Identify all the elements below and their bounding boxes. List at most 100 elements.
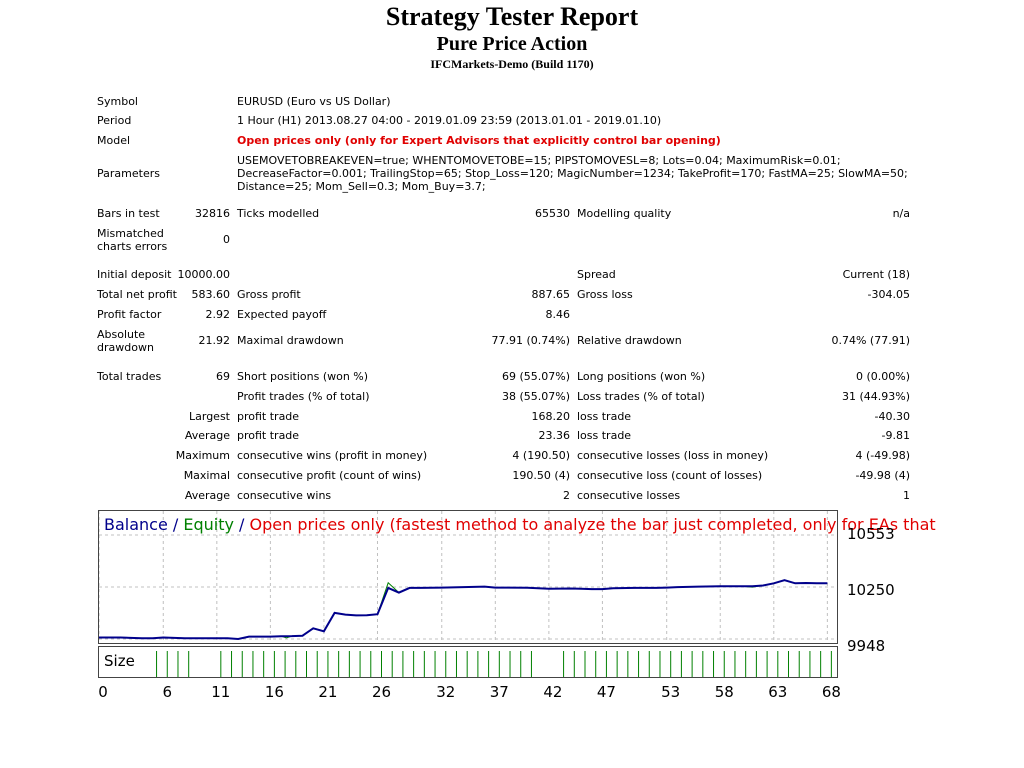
maximal-cons-loss-label: consecutive loss (count of losses)	[577, 469, 763, 482]
report-title: Strategy Tester Report	[385, 2, 639, 31]
x-tick-label: 63	[768, 683, 788, 701]
loss-trades-label: Loss trades (% of total)	[577, 390, 705, 403]
profit-trades-value: 38 (55.07%)	[501, 390, 570, 403]
report-subtitle: Pure Price Action	[436, 33, 588, 55]
quality-value: n/a	[892, 207, 910, 220]
legend-separator: /	[233, 515, 250, 534]
grossloss-value: -304.05	[867, 288, 910, 301]
symbol-label: Symbol	[97, 95, 138, 108]
x-tick-label: 16	[264, 683, 284, 701]
x-tick-label: 53	[661, 683, 681, 701]
period-label: Period	[97, 114, 132, 127]
x-tick-label: 68	[821, 683, 841, 701]
report-build: IFCMarkets-Demo (Build 1170)	[430, 57, 594, 71]
maximal-cons-profit-label: consecutive profit (count of wins)	[237, 469, 422, 482]
trades-label: Total trades	[97, 370, 162, 383]
max-cons-losses-label: consecutive losses (loss in money)	[577, 449, 769, 462]
max-cons-losses-value: 4 (-49.98)	[855, 449, 910, 462]
pf-value: 2.92	[205, 308, 231, 321]
payoff-value: 8.46	[545, 308, 571, 321]
x-tick-label: 37	[489, 683, 509, 701]
deposit-label: Initial deposit	[97, 268, 172, 281]
absdd-label-2: drawdown	[97, 341, 154, 354]
maxdd-value: 77.91 (0.74%)	[491, 334, 570, 347]
trades-value: 69	[216, 370, 230, 383]
deposit-value: 10000.00	[177, 268, 231, 281]
ticks-label: Ticks modelled	[237, 207, 320, 220]
absdd-value: 21.92	[198, 334, 231, 347]
loss-trades-value: 31 (44.93%)	[841, 390, 910, 403]
maximal-cons-loss-value: -49.98 (4)	[855, 469, 910, 482]
model-label: Model	[97, 134, 131, 147]
short-value: 69 (55.07%)	[501, 370, 570, 383]
short-label: Short positions (won %)	[237, 370, 369, 383]
spread-value: Current (18)	[842, 268, 910, 281]
avg-cons-losses-value: 1	[903, 489, 910, 502]
maximal-label: Maximal	[183, 469, 230, 482]
legend-equity: Equity	[183, 515, 234, 534]
chart-legend: Balance / Equity / Open prices only (fas…	[104, 515, 936, 534]
model-value: Open prices only (only for Expert Adviso…	[237, 134, 721, 147]
x-tick-label: 6	[162, 683, 173, 701]
average-cons-label: Average	[184, 489, 230, 502]
average-loss-label: loss trade	[577, 429, 632, 442]
x-tick-label: 0	[98, 683, 108, 701]
largest-label: Largest	[189, 410, 230, 423]
largest-loss-value: -40.30	[874, 410, 910, 423]
y-tick-label: 10553	[847, 525, 895, 543]
legend-separator: /	[167, 515, 184, 534]
long-label: Long positions (won %)	[577, 370, 706, 383]
bars-label: Bars in test	[97, 207, 160, 220]
maxdd-label: Maximal drawdown	[237, 334, 344, 347]
largest-loss-label: loss trade	[577, 410, 632, 423]
grossprofit-value: 887.65	[531, 288, 571, 301]
long-value: 0 (0.00%)	[855, 370, 910, 383]
largest-profit-value: 168.20	[531, 410, 571, 423]
reldd-value: 0.74% (77.91)	[831, 334, 910, 347]
avg-cons-wins-label: consecutive wins	[237, 489, 332, 502]
avg-cons-wins-value: 2	[563, 489, 570, 502]
x-tick-label: 11	[211, 683, 231, 701]
ticks-value: 65530	[535, 207, 570, 220]
x-tick-label: 47	[596, 683, 616, 701]
size-chart-plot	[156, 651, 832, 677]
size-label: Size	[104, 652, 135, 670]
x-tick-label: 42	[543, 683, 563, 701]
largest-profit-label: profit trade	[237, 410, 300, 423]
spread-label: Spread	[577, 268, 616, 281]
parameters-label: Parameters	[97, 167, 160, 180]
legend-balance: Balance	[104, 515, 168, 534]
quality-label: Modelling quality	[577, 207, 672, 220]
grossloss-label: Gross loss	[577, 288, 633, 301]
maximal-cons-profit-value: 190.50 (4)	[512, 469, 570, 482]
max-cons-wins-value: 4 (190.50)	[512, 449, 570, 462]
period-value: 1 Hour (H1) 2013.08.27 04:00 - 2019.01.0…	[237, 114, 662, 127]
mismatch-label: Mismatched	[97, 227, 164, 240]
x-tick-label: 32	[436, 683, 456, 701]
bars-value: 32816	[195, 207, 230, 220]
netprofit-label: Total net profit	[97, 288, 177, 301]
balance-line	[99, 579, 828, 641]
y-tick-label: 10250	[847, 581, 895, 599]
mismatch-value: 0	[223, 233, 230, 246]
avg-cons-losses-label: consecutive losses	[577, 489, 681, 502]
x-tick-label: 58	[714, 683, 734, 701]
y-tick-label: 9948	[847, 637, 886, 655]
average-profit-value: 23.36	[538, 429, 571, 442]
profit-trades-label: Profit trades (% of total)	[237, 390, 370, 403]
pf-label: Profit factor	[97, 308, 162, 321]
equity-line	[99, 581, 774, 640]
average-loss-value: -9.81	[881, 429, 910, 442]
symbol-value: EURUSD (Euro vs US Dollar)	[237, 95, 391, 108]
x-tick-label: 26	[371, 683, 392, 701]
parameters-value: USEMOVETOBREAKEVEN=true; WHENTOMOVETOBE=…	[237, 154, 908, 193]
balance-chart-plot	[99, 511, 837, 643]
x-tick-label: 21	[318, 683, 338, 701]
max-cons-wins-label: consecutive wins (profit in money)	[237, 449, 428, 462]
mismatch-label-2: charts errors	[97, 240, 168, 253]
size-chart: Size	[98, 646, 838, 678]
payoff-label: Expected payoff	[237, 308, 327, 321]
average-label: Average	[184, 429, 230, 442]
maximum-label: Maximum	[175, 449, 230, 462]
grossprofit-label: Gross profit	[237, 288, 301, 301]
